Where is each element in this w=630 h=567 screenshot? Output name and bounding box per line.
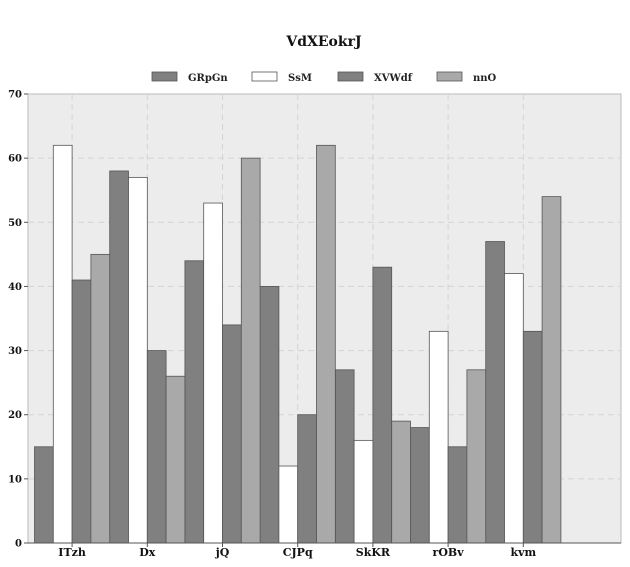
bar-SsM-SkKR [353, 439, 374, 544]
bar-XVWdf-rOBv [447, 446, 468, 544]
chart-title: VdXEokrJ [285, 34, 362, 50]
legend-label-nnO: nnO [473, 73, 497, 84]
bar-GRpGn-Dx [109, 170, 129, 544]
bar-SsM-Dx [128, 176, 148, 544]
bar-SsM-ITzh [52, 144, 73, 544]
bar-nnO-rOBv [466, 369, 487, 544]
x-tick-label: ITzh [58, 546, 86, 559]
x-tick-label: SkKR [356, 546, 391, 559]
bar-nnO-kvm [541, 196, 562, 544]
legend-swatch-nnO [436, 71, 463, 82]
bar-XVWdf-jQ [222, 324, 242, 544]
y-tick-label: 60 [8, 154, 22, 165]
x-tick-label: jQ [215, 546, 230, 559]
bar-XVWdf-CJPq [297, 414, 317, 544]
x-tick-label: CJPq [283, 546, 313, 559]
y-tick-label: 20 [8, 410, 22, 421]
bar-GRpGn-jQ [184, 260, 205, 544]
y-tick-label: 50 [8, 218, 22, 229]
legend-label-GRpGn: GRpGn [188, 73, 228, 84]
bar-XVWdf-kvm [522, 330, 543, 544]
bars [34, 144, 562, 544]
bar-nnO-CJPq [316, 144, 336, 544]
bar-nnO-Dx [165, 375, 186, 544]
bar-SsM-kvm [504, 273, 524, 544]
bar-GRpGn-rOBv [410, 427, 430, 544]
legend-swatch-XVWdf [337, 71, 364, 82]
legend-swatch-SsM [251, 71, 278, 82]
bar-nnO-ITzh [90, 253, 111, 544]
legend-swatch-GRpGn [151, 71, 178, 82]
y-tick-label: 0 [15, 539, 22, 550]
bar-SsM-rOBv [428, 330, 449, 544]
y-tick-label: 10 [8, 474, 22, 485]
bar-nnO-jQ [240, 157, 261, 544]
bar-XVWdf-ITzh [71, 279, 92, 544]
bar-SsM-jQ [203, 202, 223, 544]
bar-XVWdf-SkKR [372, 266, 393, 544]
bar-GRpGn-SkKR [334, 369, 355, 544]
bar-GRpGn-CJPq [259, 286, 280, 544]
legend-label-SsM: SsM [288, 73, 312, 84]
x-tick-label: kvm [510, 546, 536, 559]
x-tick-label: rOBv [433, 546, 465, 559]
bar-SsM-CJPq [278, 465, 299, 544]
axes: 0 10 20 30 40 50 60 70 ITzh Dx jQ CJPq SkKR rOBv kvm [8, 90, 621, 559]
legend-label-XVWdf: XVWdf [374, 73, 413, 84]
bar-nnO-SkKR [391, 420, 411, 544]
bar-GRpGn-kvm [485, 241, 505, 544]
legend: GRpGn SsM XVWdf nnO [151, 71, 497, 84]
bar-GRpGn-ITzh [34, 446, 54, 544]
y-tick-label: 40 [8, 282, 22, 293]
bar-XVWdf-Dx [146, 350, 167, 544]
y-tick-label: 70 [8, 90, 22, 101]
x-tick-label: Dx [139, 546, 156, 559]
y-tick-label: 30 [8, 346, 22, 357]
